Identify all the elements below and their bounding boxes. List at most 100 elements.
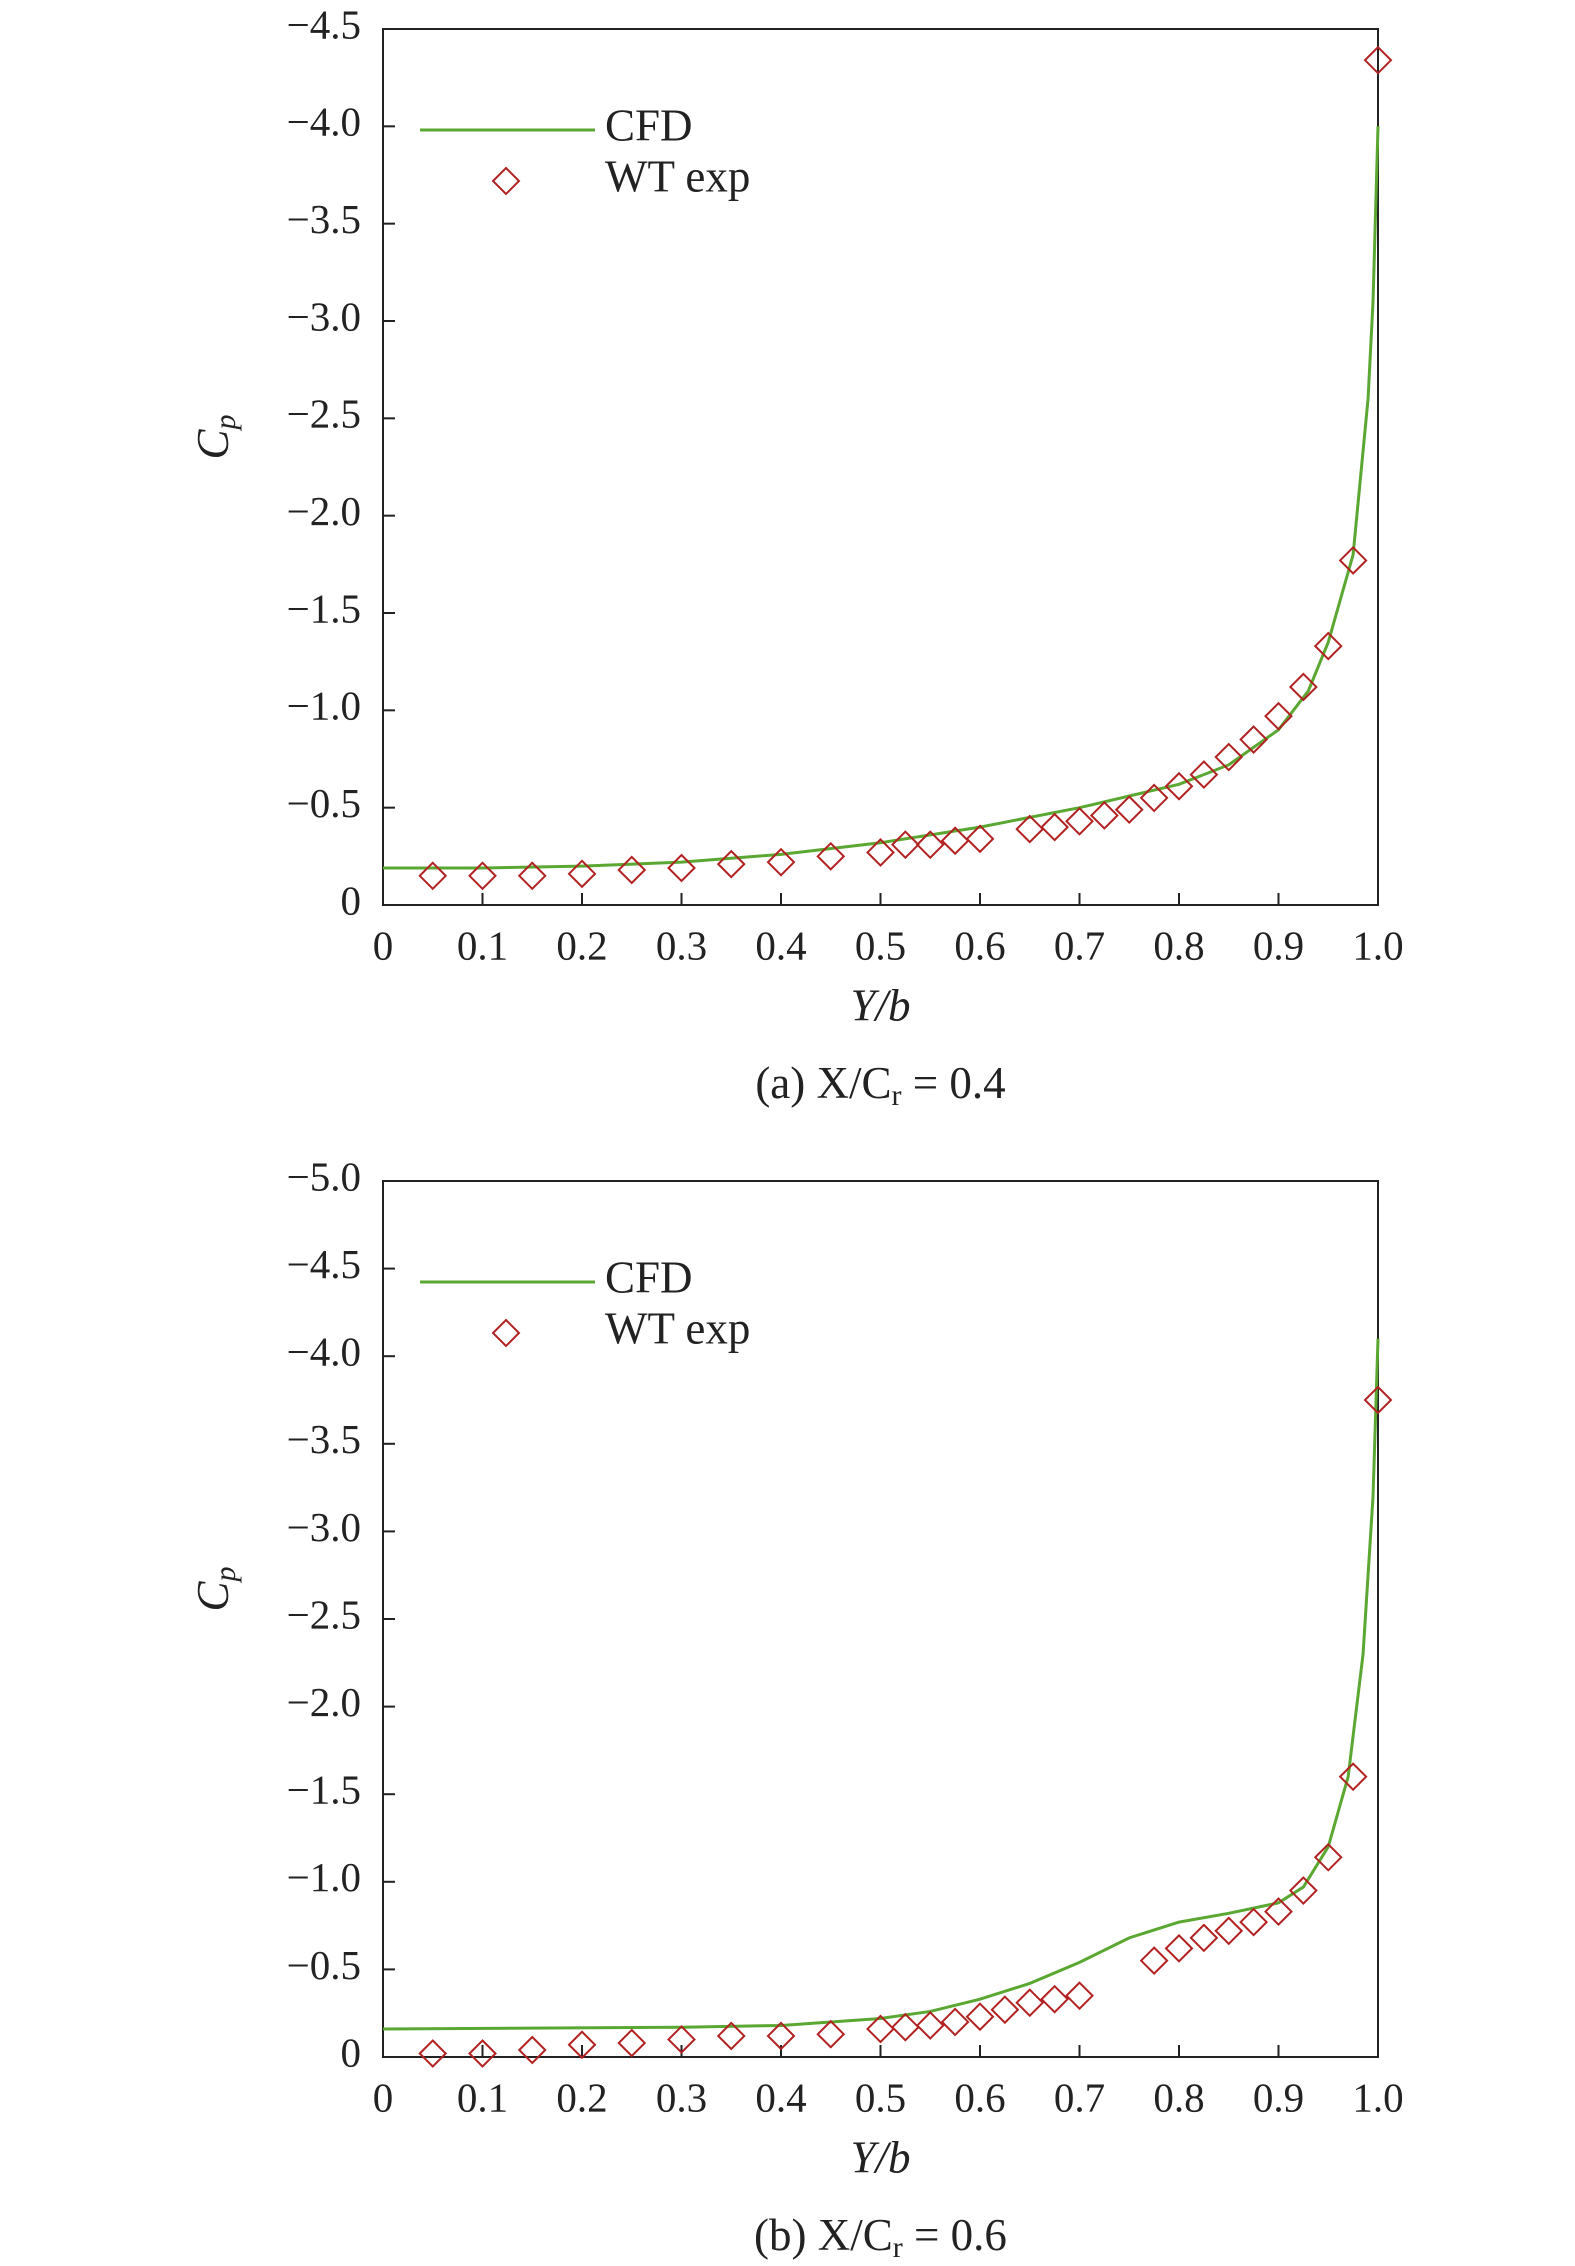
x-tick-label: 0.2	[556, 922, 607, 968]
y-tick-label: −3.5	[287, 196, 361, 242]
data-point	[890, 2012, 920, 2042]
x-tick-label: 0.6	[954, 2074, 1005, 2120]
x-tick-label: 0.4	[755, 922, 806, 968]
x-tick-label: 0	[373, 922, 394, 968]
cfd-line	[383, 126, 1380, 870]
data-point	[816, 2019, 846, 2049]
y-tick-label: −2.5	[287, 391, 361, 437]
data-point	[716, 849, 746, 879]
data-point	[1114, 795, 1144, 825]
x-tick-label: 0.6	[954, 922, 1005, 968]
x-tick-label: 0.7	[1054, 922, 1105, 968]
y-tick-label: −3.5	[287, 1416, 361, 1462]
x-tick-label: 0.5	[855, 922, 906, 968]
data-point	[866, 2014, 895, 2044]
data-point	[940, 826, 970, 856]
y-axis-label-sub: p	[209, 1566, 242, 1583]
caption-text: (a) X/C	[755, 1058, 891, 1108]
data-point	[816, 841, 846, 871]
y-tick-label: −5.0	[287, 1153, 361, 1199]
data-point	[1363, 1385, 1393, 1415]
caption-text: (b) X/C	[754, 2210, 893, 2260]
y-tick-label: −4.5	[287, 1241, 361, 1287]
x-tick-label: 0.4	[755, 2074, 806, 2120]
y-axis-label: Cp	[188, 1566, 242, 1611]
x-tick-label: 0.7	[1054, 2074, 1105, 2120]
x-tick-label: 0.2	[556, 2074, 607, 2120]
data-point	[1189, 760, 1219, 789]
data-point	[468, 2039, 497, 2068]
data-point	[965, 2002, 995, 2032]
data-point	[1239, 725, 1269, 754]
data-point	[1338, 546, 1368, 575]
y-tick-label: −2.0	[287, 488, 361, 534]
legend-label: WT exp	[605, 1303, 750, 1353]
x-axis-label: Y/b	[850, 2132, 910, 2182]
x-tick-label: 1.0	[1352, 2074, 1403, 2120]
y-tick-label: −3.0	[287, 293, 361, 339]
legend-label: CFD	[605, 1252, 693, 1302]
x-tick-label: 0.9	[1253, 922, 1304, 968]
legend-label: CFD	[605, 100, 693, 150]
x-tick-label: 0.1	[457, 2074, 508, 2120]
caption: (b) X/Cr = 0.6	[754, 2210, 1007, 2264]
y-tick-label: 0	[341, 2029, 362, 2075]
data-point	[667, 853, 696, 883]
data-point	[1288, 672, 1318, 702]
data-point	[940, 2007, 970, 2037]
y-tick-label: −0.5	[287, 780, 361, 826]
plot-frame	[382, 1180, 1379, 2058]
legend-marker	[491, 1318, 521, 1348]
data-point	[1015, 814, 1045, 844]
data-point	[1338, 1762, 1368, 1792]
data-point	[915, 830, 945, 860]
data-point	[1214, 1916, 1244, 1946]
y-tick-label: −0.5	[287, 1942, 361, 1988]
x-tick-label: 0	[373, 2074, 394, 2120]
data-point	[1214, 742, 1244, 772]
legend-marker	[491, 166, 521, 196]
data-point	[1139, 783, 1169, 813]
data-point	[1040, 1984, 1070, 2014]
data-point	[1313, 1842, 1343, 1872]
y-axis-label-main: C	[188, 429, 238, 460]
y-axis-label: Cp	[188, 414, 242, 459]
caption-sub: r	[892, 1079, 902, 1112]
data-point	[1239, 1907, 1269, 1937]
data-point	[1264, 701, 1293, 731]
data-point	[990, 1995, 1020, 2025]
data-point	[1264, 1897, 1293, 1926]
data-point	[1164, 771, 1194, 801]
x-tick-label: 0.9	[1253, 2074, 1304, 2120]
plot-frame	[382, 28, 1379, 906]
data-point	[1189, 1923, 1219, 1953]
x-tick-label: 0.8	[1153, 2074, 1204, 2120]
y-tick-label: −4.5	[287, 1, 361, 47]
x-tick-label: 0.3	[656, 2074, 707, 2120]
data-point	[517, 861, 547, 891]
data-point	[1164, 1933, 1194, 1963]
y-tick-label: −2.5	[287, 1591, 361, 1637]
y-tick-label: −1.5	[287, 585, 361, 631]
y-tick-label: −2.0	[287, 1679, 361, 1725]
y-axis-label-main: C	[188, 1581, 238, 1612]
data-point	[667, 2025, 696, 2054]
data-point	[965, 824, 995, 854]
data-point	[418, 2039, 448, 2068]
caption-rest: = 0.6	[903, 2210, 1007, 2260]
data-point	[766, 2021, 796, 2051]
data-point	[617, 855, 647, 885]
x-tick-label: 1.0	[1352, 922, 1403, 968]
x-tick-label: 0.8	[1153, 922, 1204, 968]
data-point	[1313, 631, 1343, 661]
y-tick-label: −1.5	[287, 1767, 361, 1813]
x-tick-label: 0.3	[656, 922, 707, 968]
x-tick-label: 0.5	[855, 2074, 906, 2120]
data-point	[866, 838, 895, 867]
data-point	[1065, 806, 1094, 836]
y-tick-label: −1.0	[287, 683, 361, 729]
caption-sub: r	[893, 2231, 903, 2264]
data-point	[1040, 812, 1070, 842]
data-point	[766, 847, 796, 877]
